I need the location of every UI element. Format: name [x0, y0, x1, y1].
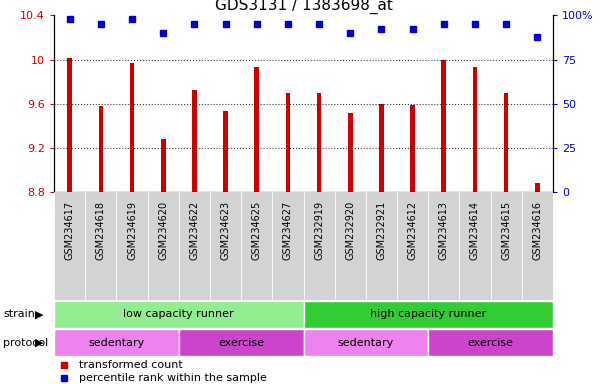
Bar: [210, 192, 241, 300]
Text: GSM232919: GSM232919: [314, 200, 324, 260]
Text: GSM234627: GSM234627: [283, 200, 293, 260]
Text: high capacity runner: high capacity runner: [370, 310, 486, 319]
Bar: [54, 329, 179, 356]
Bar: [472, 67, 477, 192]
Bar: [272, 192, 304, 300]
Text: exercise: exercise: [468, 338, 514, 348]
Bar: [459, 192, 490, 300]
Text: sedentary: sedentary: [338, 338, 394, 348]
Text: sedentary: sedentary: [88, 338, 145, 348]
Text: GSM232920: GSM232920: [345, 200, 355, 260]
Text: GSM234612: GSM234612: [407, 200, 418, 260]
Bar: [335, 192, 366, 300]
Text: GSM234618: GSM234618: [96, 200, 106, 260]
Text: exercise: exercise: [218, 338, 264, 348]
Bar: [179, 192, 210, 300]
Title: GDS3131 / 1383698_at: GDS3131 / 1383698_at: [215, 0, 392, 14]
Bar: [179, 329, 304, 356]
Bar: [304, 301, 553, 328]
Bar: [490, 192, 522, 300]
Bar: [148, 192, 179, 300]
Bar: [379, 104, 384, 192]
Text: percentile rank within the sample: percentile rank within the sample: [79, 373, 267, 383]
Text: GSM234619: GSM234619: [127, 200, 137, 260]
Bar: [348, 113, 353, 192]
Bar: [254, 67, 259, 192]
Text: protocol: protocol: [3, 338, 48, 348]
Bar: [304, 329, 429, 356]
Bar: [522, 192, 553, 300]
Text: GSM234615: GSM234615: [501, 200, 511, 260]
Text: GSM234620: GSM234620: [158, 200, 168, 260]
Text: GSM234616: GSM234616: [532, 200, 542, 260]
Text: strain: strain: [3, 310, 35, 319]
Text: GSM234614: GSM234614: [470, 200, 480, 260]
Bar: [285, 93, 290, 192]
Bar: [192, 91, 197, 192]
Bar: [117, 192, 148, 300]
Text: GSM234617: GSM234617: [65, 200, 75, 260]
Bar: [535, 183, 540, 192]
Bar: [504, 93, 508, 192]
Bar: [304, 192, 335, 300]
Text: GSM234625: GSM234625: [252, 200, 262, 260]
Bar: [397, 192, 429, 300]
Text: transformed count: transformed count: [79, 360, 183, 370]
Bar: [161, 139, 165, 192]
Bar: [67, 58, 72, 192]
Text: GSM232921: GSM232921: [376, 200, 386, 260]
Bar: [99, 106, 103, 192]
Bar: [54, 192, 85, 300]
Bar: [410, 105, 415, 192]
Text: GSM234623: GSM234623: [221, 200, 231, 260]
Text: low capacity runner: low capacity runner: [123, 310, 234, 319]
Bar: [241, 192, 272, 300]
Bar: [130, 63, 135, 192]
Text: ▶: ▶: [35, 338, 43, 348]
Bar: [54, 301, 304, 328]
Bar: [317, 93, 322, 192]
Bar: [366, 192, 397, 300]
Bar: [429, 192, 459, 300]
Bar: [85, 192, 117, 300]
Text: GSM234613: GSM234613: [439, 200, 449, 260]
Text: GSM234622: GSM234622: [189, 200, 200, 260]
Text: ▶: ▶: [35, 310, 43, 319]
Bar: [223, 111, 228, 192]
Bar: [442, 60, 446, 192]
Bar: [428, 329, 553, 356]
